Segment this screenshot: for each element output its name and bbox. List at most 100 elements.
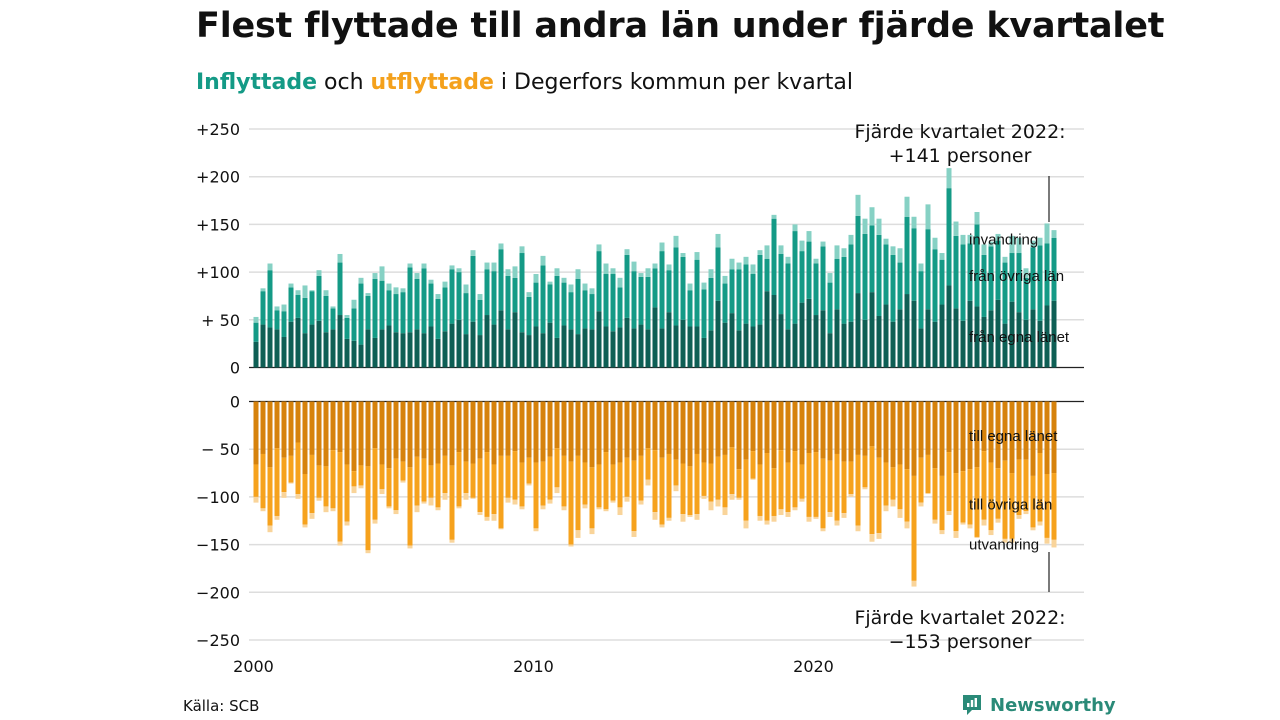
bar-out-till-egna-länet bbox=[554, 401, 560, 449]
bar-out-till-egna-länet bbox=[981, 401, 987, 452]
bar-in-från-egna-länet bbox=[498, 310, 504, 368]
bar-out-utvandring bbox=[533, 528, 539, 532]
bar-in-från-övriga-län bbox=[477, 299, 483, 336]
bar-in-invandring bbox=[771, 214, 777, 219]
bar-out-utvandring bbox=[904, 521, 910, 529]
bar-out-utvandring bbox=[442, 493, 448, 500]
bar-in-invandring bbox=[967, 234, 973, 244]
bar-out-till-egna-länet bbox=[1023, 401, 1029, 460]
bar-out-utvandring bbox=[316, 497, 322, 501]
bar-in-från-övriga-län bbox=[981, 254, 987, 317]
bar-in-från-övriga-län bbox=[456, 272, 462, 320]
bar-in-från-övriga-län bbox=[862, 233, 868, 320]
bar-in-från-övriga-län bbox=[631, 271, 637, 329]
bar-in-från-egna-länet bbox=[365, 329, 371, 368]
bar-in-invandring bbox=[883, 238, 889, 245]
bar-out-till-övriga-län bbox=[337, 452, 343, 542]
bar-out-till-övriga-län bbox=[631, 460, 637, 532]
bar-out-till-övriga-län bbox=[344, 464, 350, 522]
annotation-top: Fjärde kvartalet 2022: +141 personer bbox=[854, 121, 1065, 167]
bar-in-från-övriga-län bbox=[540, 265, 546, 334]
bar-out-utvandring bbox=[890, 499, 896, 507]
bar-in-invandring bbox=[988, 241, 994, 247]
bar-in-från-övriga-län bbox=[939, 259, 945, 305]
bar-in-från-övriga-län bbox=[449, 269, 455, 324]
bar-in-från-egna-länet bbox=[771, 294, 777, 368]
bar-in-invandring bbox=[386, 283, 392, 291]
bar-out-utvandring bbox=[365, 550, 371, 554]
bar-in-invandring bbox=[463, 284, 469, 294]
bar-in-invandring bbox=[414, 273, 420, 279]
bar-in-från-övriga-län bbox=[1044, 243, 1050, 306]
bar-in-invandring bbox=[792, 224, 798, 232]
bar-out-till-övriga-län bbox=[1016, 459, 1022, 516]
series-label: invandring bbox=[969, 232, 1038, 249]
bar-in-från-övriga-län bbox=[400, 292, 406, 334]
bar-in-från-övriga-län bbox=[680, 256, 686, 320]
bar-out-utvandring bbox=[1016, 515, 1022, 519]
bar-out-utvandring bbox=[253, 496, 259, 503]
bar-in-från-övriga-län bbox=[820, 246, 826, 311]
bar-out-till-egna-länet bbox=[519, 401, 525, 463]
bar-in-invandring bbox=[813, 258, 819, 264]
bar-in-från-egna-länet bbox=[918, 328, 924, 368]
bar-in-från-övriga-län bbox=[288, 287, 294, 322]
bar-out-utvandring bbox=[1023, 511, 1029, 515]
x-tick-label: 2000 bbox=[233, 657, 274, 676]
bar-in-från-egna-länet bbox=[729, 313, 735, 368]
bar-in-invandring bbox=[820, 241, 826, 247]
bar-in-invandring bbox=[505, 269, 511, 276]
bar-in-från-övriga-län bbox=[330, 308, 336, 330]
bar-out-till-övriga-län bbox=[519, 462, 525, 507]
bar-in-från-egna-länet bbox=[869, 292, 875, 368]
bar-out-utvandring bbox=[953, 531, 959, 538]
bar-in-invandring bbox=[470, 250, 476, 256]
bar-in-från-egna-länet bbox=[603, 326, 609, 368]
bar-in-från-egna-länet bbox=[505, 329, 511, 368]
bar-out-till-övriga-län bbox=[855, 454, 861, 526]
bar-in-från-övriga-län bbox=[743, 264, 749, 324]
bar-in-invandring bbox=[372, 273, 378, 279]
bar-out-utvandring bbox=[827, 512, 833, 517]
bar-in-invandring bbox=[1030, 240, 1036, 248]
bar-out-utvandring bbox=[806, 516, 812, 522]
bar-in-invandring bbox=[638, 273, 644, 277]
bar-in-från-egna-länet bbox=[1002, 323, 1008, 368]
bar-in-från-egna-länet bbox=[785, 329, 791, 368]
bar-out-till-övriga-län bbox=[281, 457, 287, 493]
bar-in-från-övriga-län bbox=[785, 263, 791, 330]
bar-in-från-övriga-län bbox=[442, 287, 448, 332]
bar-out-utvandring bbox=[491, 514, 497, 521]
bar-in-invandring bbox=[757, 250, 763, 255]
bar-out-till-övriga-län bbox=[904, 469, 910, 522]
y-tick-label-top: +100 bbox=[196, 263, 240, 282]
bar-in-från-övriga-län bbox=[253, 322, 259, 342]
bar-in-från-egna-länet bbox=[974, 306, 980, 368]
bar-in-från-övriga-län bbox=[911, 228, 917, 301]
bar-in-invandring bbox=[456, 268, 462, 273]
bar-in-från-övriga-län bbox=[771, 218, 777, 295]
bar-in-från-egna-länet bbox=[862, 319, 868, 368]
bar-in-från-egna-länet bbox=[288, 321, 294, 368]
brand-logo: Newsworthy bbox=[960, 693, 1116, 717]
bar-out-till-egna-länet bbox=[603, 401, 609, 453]
bar-out-till-övriga-län bbox=[512, 451, 518, 500]
bar-in-från-egna-länet bbox=[274, 329, 280, 368]
bar-in-invandring bbox=[736, 262, 742, 270]
bar-in-från-egna-länet bbox=[561, 325, 567, 368]
bar-in-från-övriga-län bbox=[505, 275, 511, 330]
bar-in-från-övriga-län bbox=[323, 295, 329, 333]
bar-out-till-övriga-län bbox=[526, 457, 532, 484]
bar-out-till-övriga-län bbox=[610, 464, 616, 501]
bar-out-till-egna-länet bbox=[260, 401, 266, 454]
bar-in-från-egna-länet bbox=[575, 334, 581, 368]
bar-in-invandring bbox=[358, 277, 364, 284]
bar-in-från-egna-länet bbox=[925, 309, 931, 368]
bar-out-utvandring bbox=[463, 493, 469, 500]
bar-out-till-övriga-län bbox=[729, 447, 735, 495]
bar-out-utvandring bbox=[477, 512, 483, 516]
bar-in-från-egna-länet bbox=[666, 312, 672, 368]
bar-in-från-egna-länet bbox=[813, 315, 819, 368]
bar-out-till-övriga-län bbox=[806, 453, 812, 517]
bar-in-invandring bbox=[855, 194, 861, 216]
